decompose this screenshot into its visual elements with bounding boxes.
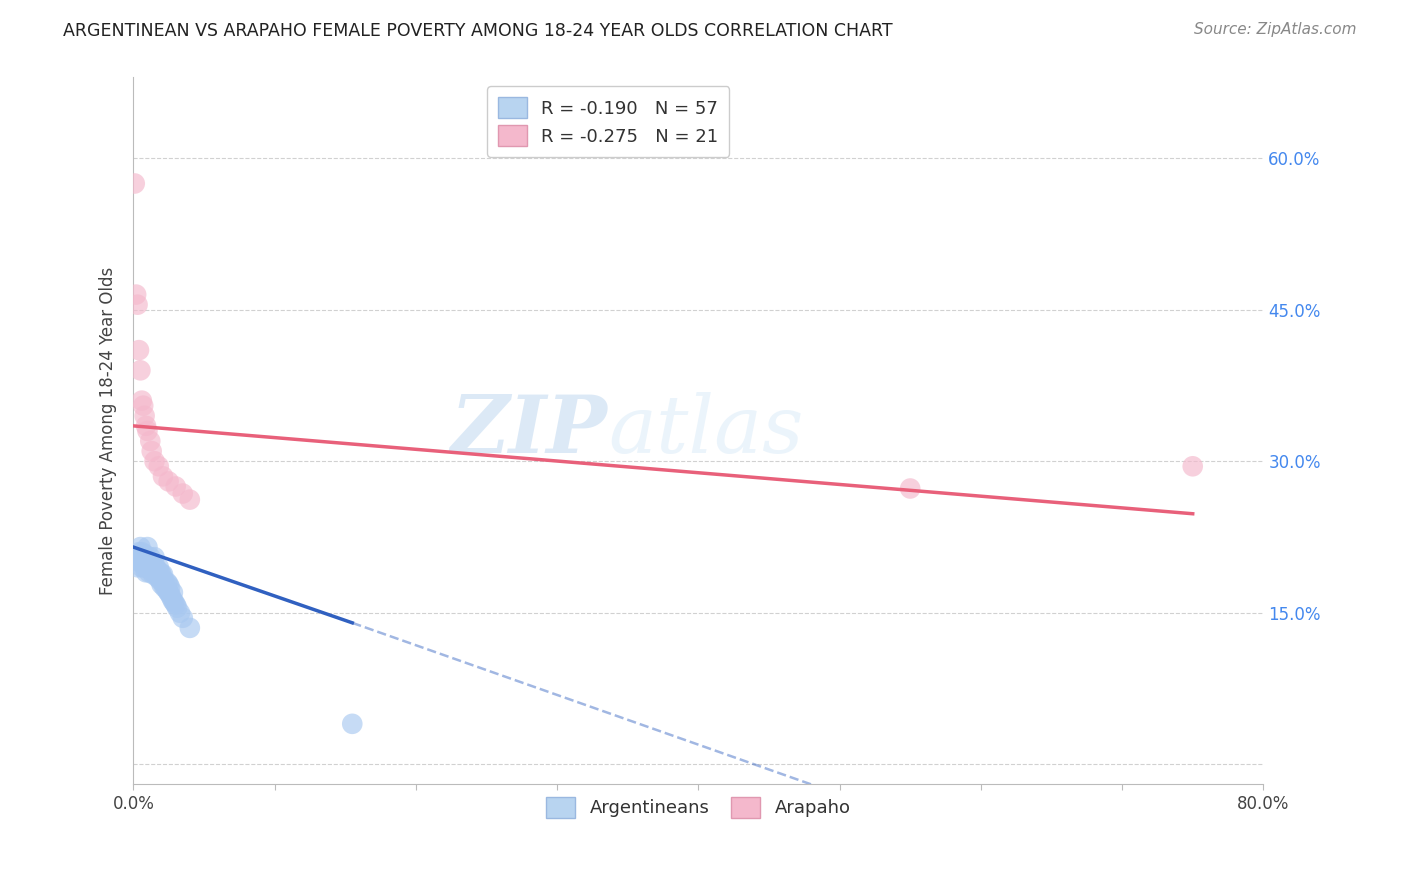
Point [157, 475, 180, 489]
Point [143, 566, 166, 580]
Point [143, 550, 166, 565]
Point [162, 593, 184, 607]
Point [142, 567, 165, 582]
Point [145, 560, 167, 574]
Point [157, 577, 180, 591]
Point [141, 444, 163, 458]
Point [134, 409, 156, 423]
Point [150, 567, 173, 582]
Point [139, 563, 162, 577]
Point [152, 469, 174, 483]
Point [179, 621, 201, 635]
Point [143, 560, 166, 574]
Point [132, 399, 155, 413]
Point [145, 567, 167, 582]
Text: Source: ZipAtlas.com: Source: ZipAtlas.com [1194, 22, 1357, 37]
Point [138, 558, 160, 572]
Point [146, 563, 169, 577]
Point [132, 555, 155, 569]
Point [138, 566, 160, 580]
Point [136, 424, 159, 438]
Point [132, 550, 155, 565]
Point [134, 547, 156, 561]
Point [165, 479, 187, 493]
Point [153, 581, 176, 595]
Point [146, 570, 169, 584]
Point [129, 555, 152, 569]
Point [142, 558, 165, 572]
Point [141, 555, 163, 569]
Point [134, 560, 156, 574]
Point [179, 492, 201, 507]
Point [135, 555, 157, 569]
Point [148, 560, 170, 574]
Point [131, 393, 153, 408]
Point [125, 550, 148, 565]
Point [150, 577, 173, 591]
Legend: Argentineans, Arapaho: Argentineans, Arapaho [538, 789, 858, 825]
Point [169, 606, 191, 620]
Point [160, 591, 183, 605]
Y-axis label: Female Poverty Among 18-24 Year Olds: Female Poverty Among 18-24 Year Olds [100, 267, 117, 595]
Point [156, 575, 179, 590]
Point [148, 459, 170, 474]
Point [129, 363, 152, 377]
Point [156, 583, 179, 598]
Point [135, 418, 157, 433]
Point [139, 550, 162, 565]
Point [157, 585, 180, 599]
Text: ARGENTINEAN VS ARAPAHO FEMALE POVERTY AMONG 18-24 YEAR OLDS CORRELATION CHART: ARGENTINEAN VS ARAPAHO FEMALE POVERTY AM… [63, 22, 893, 40]
Point [131, 545, 153, 559]
Point [163, 596, 186, 610]
Point [128, 545, 150, 559]
Point [165, 598, 187, 612]
Point [153, 574, 176, 588]
Point [152, 575, 174, 590]
Point [128, 343, 150, 358]
Point [172, 486, 194, 500]
Point [152, 567, 174, 582]
Point [1181, 459, 1204, 474]
Point [155, 581, 177, 595]
Point [149, 574, 172, 588]
Point [124, 177, 146, 191]
Point [136, 540, 159, 554]
Point [159, 588, 181, 602]
Point [136, 560, 159, 574]
Point [166, 600, 188, 615]
Point [898, 482, 921, 496]
Point [159, 581, 181, 595]
Point [125, 287, 148, 301]
Point [143, 454, 166, 468]
Point [162, 585, 184, 599]
Point [172, 611, 194, 625]
Point [139, 434, 162, 448]
Point [149, 566, 172, 580]
Point [131, 560, 153, 574]
Point [135, 566, 157, 580]
Point [141, 560, 163, 574]
Point [342, 716, 364, 731]
Point [127, 298, 149, 312]
Point [127, 560, 149, 574]
Point [129, 540, 152, 554]
Text: ZIP: ZIP [451, 392, 607, 470]
Point [148, 570, 170, 584]
Text: atlas: atlas [607, 392, 803, 470]
